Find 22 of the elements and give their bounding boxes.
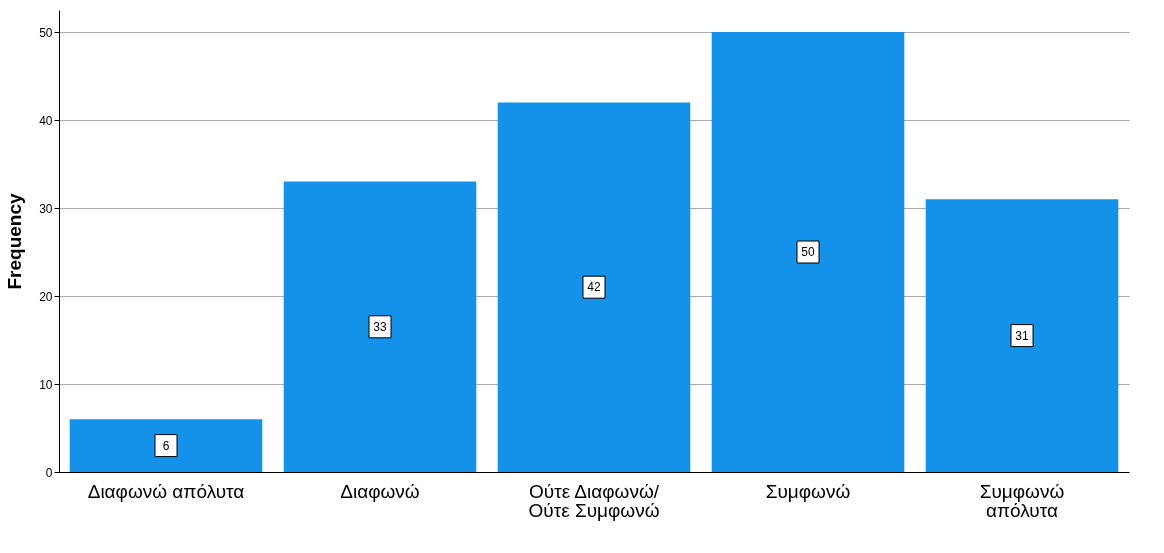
data-label: 33 [373, 319, 387, 334]
data-label: 42 [587, 280, 601, 295]
x-tick-label: Διαφωνώ απόλυτα [87, 480, 245, 502]
y-tick-label: 40 [39, 113, 53, 128]
data-label: 31 [1015, 328, 1029, 343]
y-tick-label: 0 [45, 465, 53, 480]
y-tick-label: 30 [39, 201, 53, 216]
bar [497, 102, 691, 472]
bar [283, 181, 477, 472]
bar [711, 32, 905, 472]
bar [925, 199, 1119, 472]
y-axis-title: Frequency [4, 193, 26, 290]
y-tick-label: 50 [39, 25, 53, 40]
data-label: 50 [801, 245, 815, 259]
x-tick-label: Συμφωνώ απόλυτα [979, 480, 1065, 521]
bar [69, 419, 263, 472]
y-tick-label: 20 [39, 289, 53, 304]
y-tick-label: 10 [39, 377, 53, 392]
data-label: 6 [162, 438, 170, 453]
x-tick-label: Ούτε Διαφωνώ/ Ούτε Συμφωνώ [528, 480, 660, 521]
x-tick-label: Διαφωνώ [340, 480, 420, 502]
x-tick-label: Συμφωνώ [765, 480, 851, 502]
